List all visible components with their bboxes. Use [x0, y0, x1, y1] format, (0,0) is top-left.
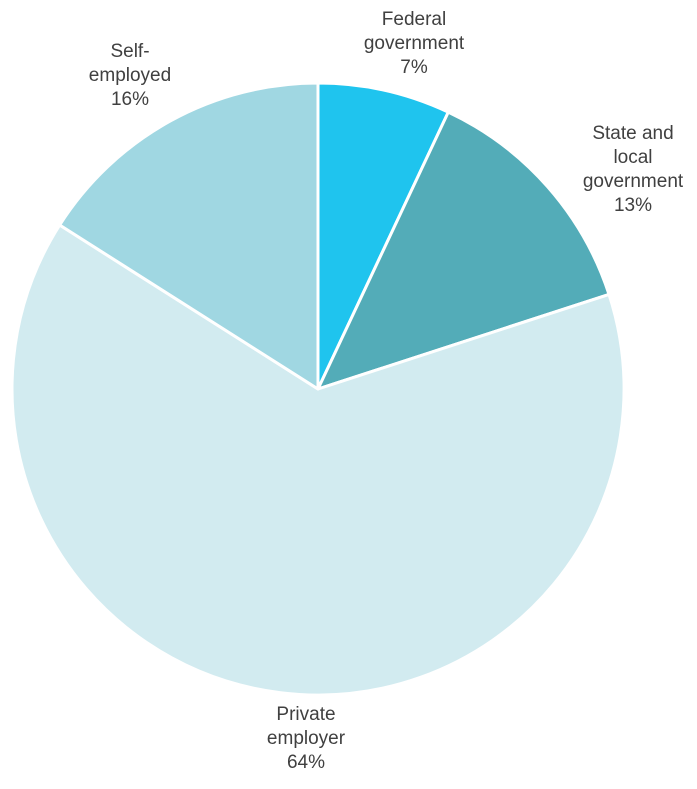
slice-label-federal-government: Federal government 7% [364, 9, 465, 78]
slice-value-label: 64% [287, 752, 325, 773]
slice-category-label: Self- [110, 41, 149, 62]
pie-slices [10, 81, 626, 697]
slice-category-label: State and [592, 123, 673, 144]
slice-label-state-and-local-government: State and local government 13% [583, 123, 684, 216]
pie-slice-self-employed [58, 81, 320, 391]
slice-category-label: Federal [382, 9, 446, 30]
slice-category-label: employer [267, 728, 346, 749]
slice-category-label: Private [276, 704, 335, 725]
slice-category-label: local [613, 147, 652, 168]
slice-value-label: 13% [614, 195, 652, 216]
slice-label-private-employer: Private employer 64% [267, 704, 346, 773]
slice-label-self-employed: Self-employed 16% [89, 41, 171, 110]
slice-value-label: 7% [400, 57, 428, 78]
pie-slice-private-employer [10, 223, 626, 697]
pie-slice-state-and-local-government [316, 110, 611, 391]
slice-value-label: 16% [111, 89, 149, 110]
pie-slice-federal-government [316, 81, 450, 391]
slice-category-label: government [583, 171, 684, 192]
slice-category-label: government [364, 33, 465, 54]
slice-category-label: employed [89, 65, 171, 86]
pie-labels: Federal government 7% State and local governm… [89, 9, 684, 773]
